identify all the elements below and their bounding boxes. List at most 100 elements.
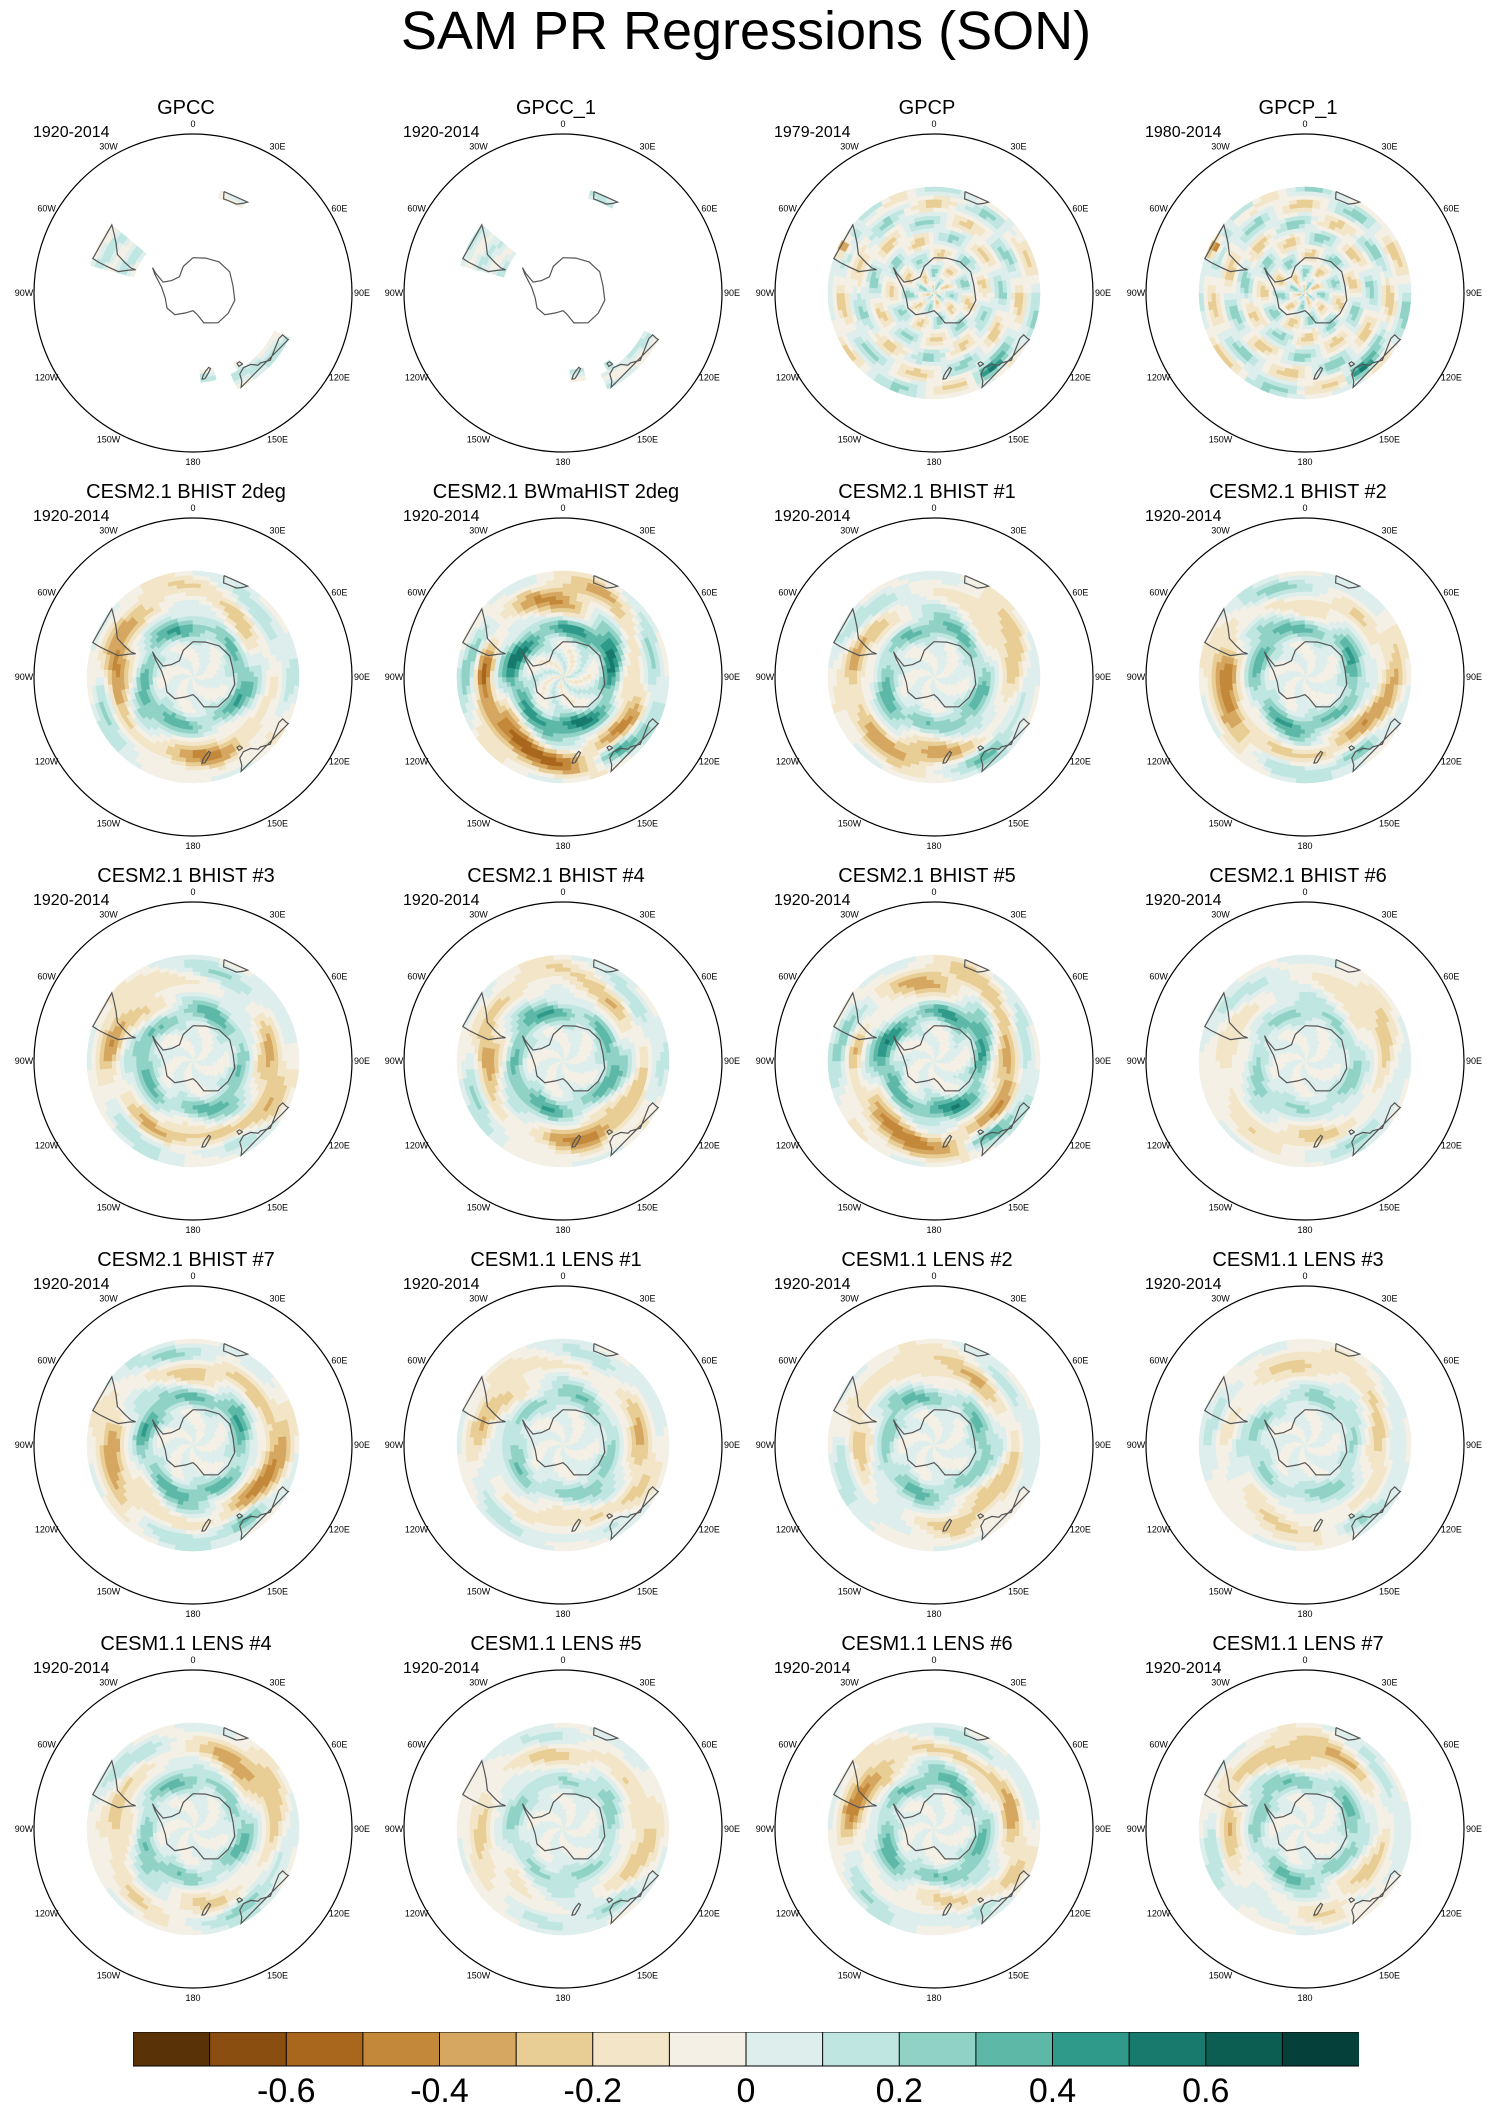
lon-label: 90W xyxy=(15,1824,34,1834)
lon-label: 30W xyxy=(1211,910,1230,920)
lon-label: 120E xyxy=(1070,373,1091,383)
coastline-southAmerica xyxy=(461,607,506,657)
coastline-africa xyxy=(1334,959,1362,973)
coastline-africa xyxy=(592,191,620,205)
coastline-africa xyxy=(592,1727,620,1741)
lon-label: 0 xyxy=(1302,1655,1307,1665)
lon-label: 120E xyxy=(329,1141,350,1151)
lon-label: 30W xyxy=(840,910,859,920)
lon-label: 180 xyxy=(926,457,941,467)
lon-label: 150W xyxy=(1209,434,1233,444)
map-border xyxy=(403,1285,723,1605)
lon-label: 60W xyxy=(37,204,56,214)
lon-label: 90W xyxy=(385,1824,404,1834)
map-panel: 0 30E 60E 90E 120E 150E 180 150W 120W 90W 60W 30W CE… xyxy=(0,1632,372,2016)
coastline-australia xyxy=(1351,333,1402,390)
polar-map: 0 30E 60E 90E 120E 150E 180 150W 120W 90W 60W 30W xyxy=(385,887,740,1235)
coastline-antarctica xyxy=(521,1409,606,1476)
lon-label: 180 xyxy=(185,1609,200,1619)
lon-label: 0 xyxy=(1302,1271,1307,1281)
lon-label: 0 xyxy=(1302,503,1307,513)
coastlines xyxy=(91,1727,290,1926)
panel-period: 1920-2014 xyxy=(403,124,480,142)
lon-label: 30E xyxy=(1010,1678,1026,1688)
lon-label: 150E xyxy=(267,434,288,444)
panel-grid: 0 30E 60E 90E 120E 150E 180 150W 120W 90W 60W 30W GP… xyxy=(0,97,1484,2003)
lon-label: 0 xyxy=(190,119,195,129)
coastlines xyxy=(1203,1343,1402,1542)
lon-label: 30W xyxy=(840,526,859,536)
precip-field xyxy=(456,570,670,784)
lon-label: 180 xyxy=(926,1993,941,2003)
coastline-southAmerica xyxy=(1203,607,1248,657)
lon-label: 30W xyxy=(1211,1294,1230,1304)
coastline-antarctica xyxy=(1263,257,1348,324)
map-border xyxy=(33,901,353,1221)
lon-label: 180 xyxy=(1297,457,1312,467)
coastline-antarctica xyxy=(1263,1793,1348,1860)
colorbar-swatch xyxy=(975,2032,1054,2067)
coastline-antarctica xyxy=(892,641,977,708)
coastline-newZealand xyxy=(1313,366,1324,380)
lon-label: 30E xyxy=(1010,142,1026,152)
coastline-southAmerica xyxy=(91,223,136,273)
lon-label: 180 xyxy=(185,1993,200,2003)
lon-label: 150E xyxy=(637,1970,658,1980)
coastline-newZealand xyxy=(942,1134,953,1148)
coastline-newZealand xyxy=(942,366,953,380)
lon-label: 90W xyxy=(385,672,404,682)
lon-label: 120W xyxy=(1147,373,1171,383)
lon-label: 30W xyxy=(99,1678,118,1688)
lon-label: 0 xyxy=(931,1655,936,1665)
lon-label: 60E xyxy=(1443,1740,1459,1750)
coastline-australia xyxy=(1351,1869,1402,1926)
coastline-tasmania xyxy=(977,361,985,368)
map-panel: 0 30E 60E 90E 120E 150E 180 150W 120W 90W 60W 30W CE… xyxy=(741,864,1113,1248)
coastline-southAmerica xyxy=(1203,1759,1248,1809)
lon-label: 90W xyxy=(15,288,34,298)
coastline-tasmania xyxy=(236,1513,244,1520)
lon-label: 180 xyxy=(1297,1225,1312,1235)
precip-field xyxy=(827,1338,1041,1552)
lon-label: 90E xyxy=(354,1824,370,1834)
coastline-australia xyxy=(609,717,660,774)
colorbar-tick-label: -0.2 xyxy=(564,2072,623,2110)
lon-label: 0 xyxy=(560,1271,565,1281)
precip-field xyxy=(86,1722,300,1936)
polar-map: 0 30E 60E 90E 120E 150E 180 150W 120W 90W 60W 30W xyxy=(15,1655,370,2003)
polar-map: 0 30E 60E 90E 120E 150E 180 150W 120W 90W 60W 30W xyxy=(385,1655,740,2003)
lon-label: 0 xyxy=(931,119,936,129)
polar-map: 0 30E 60E 90E 120E 150E 180 150W 120W 90W 60W 30W xyxy=(1127,119,1482,467)
coastline-australia xyxy=(609,1485,660,1542)
map-panel: 0 30E 60E 90E 120E 150E 180 150W 120W 90W 60W 30W CE… xyxy=(370,480,742,864)
lon-label: 60W xyxy=(778,588,797,598)
coastline-africa xyxy=(1334,575,1362,589)
panel-period: 1920-2014 xyxy=(403,508,480,526)
colorbar-swatch xyxy=(133,2032,211,2067)
coastline-antarctica xyxy=(892,1025,977,1092)
lon-label: 60W xyxy=(37,972,56,982)
lon-label: 30W xyxy=(469,910,488,920)
polar-map: 0 30E 60E 90E 120E 150E 180 150W 120W 90W 60W 30W xyxy=(756,1655,1111,2003)
coastline-newZealand xyxy=(201,366,212,380)
map-panel: 0 30E 60E 90E 120E 150E 180 150W 120W 90W 60W 30W CE… xyxy=(1112,864,1484,1248)
lon-label: 120E xyxy=(699,1909,720,1919)
precip-field xyxy=(86,1338,300,1552)
lon-label: 0 xyxy=(190,887,195,897)
coastline-antarctica xyxy=(892,257,977,324)
lon-label: 60W xyxy=(37,1740,56,1750)
lon-label: 180 xyxy=(1297,841,1312,851)
coastline-tasmania xyxy=(606,1513,614,1520)
lon-label: 60E xyxy=(701,1740,717,1750)
lon-label: 120W xyxy=(35,1525,59,1535)
panel-title: CESM2.1 BHIST #3 xyxy=(0,864,372,888)
panel-title: CESM1.1 LENS #7 xyxy=(1112,1632,1484,1656)
lon-label: 90E xyxy=(1466,1056,1482,1066)
panel-period: 1920-2014 xyxy=(403,892,480,910)
coastline-antarctica xyxy=(151,1793,236,1860)
coastline-newZealand xyxy=(571,366,582,380)
lon-label: 60W xyxy=(1149,204,1168,214)
map-border xyxy=(33,1669,353,1989)
lon-label: 150E xyxy=(637,1202,658,1212)
colorbar-swatch xyxy=(362,2032,441,2067)
